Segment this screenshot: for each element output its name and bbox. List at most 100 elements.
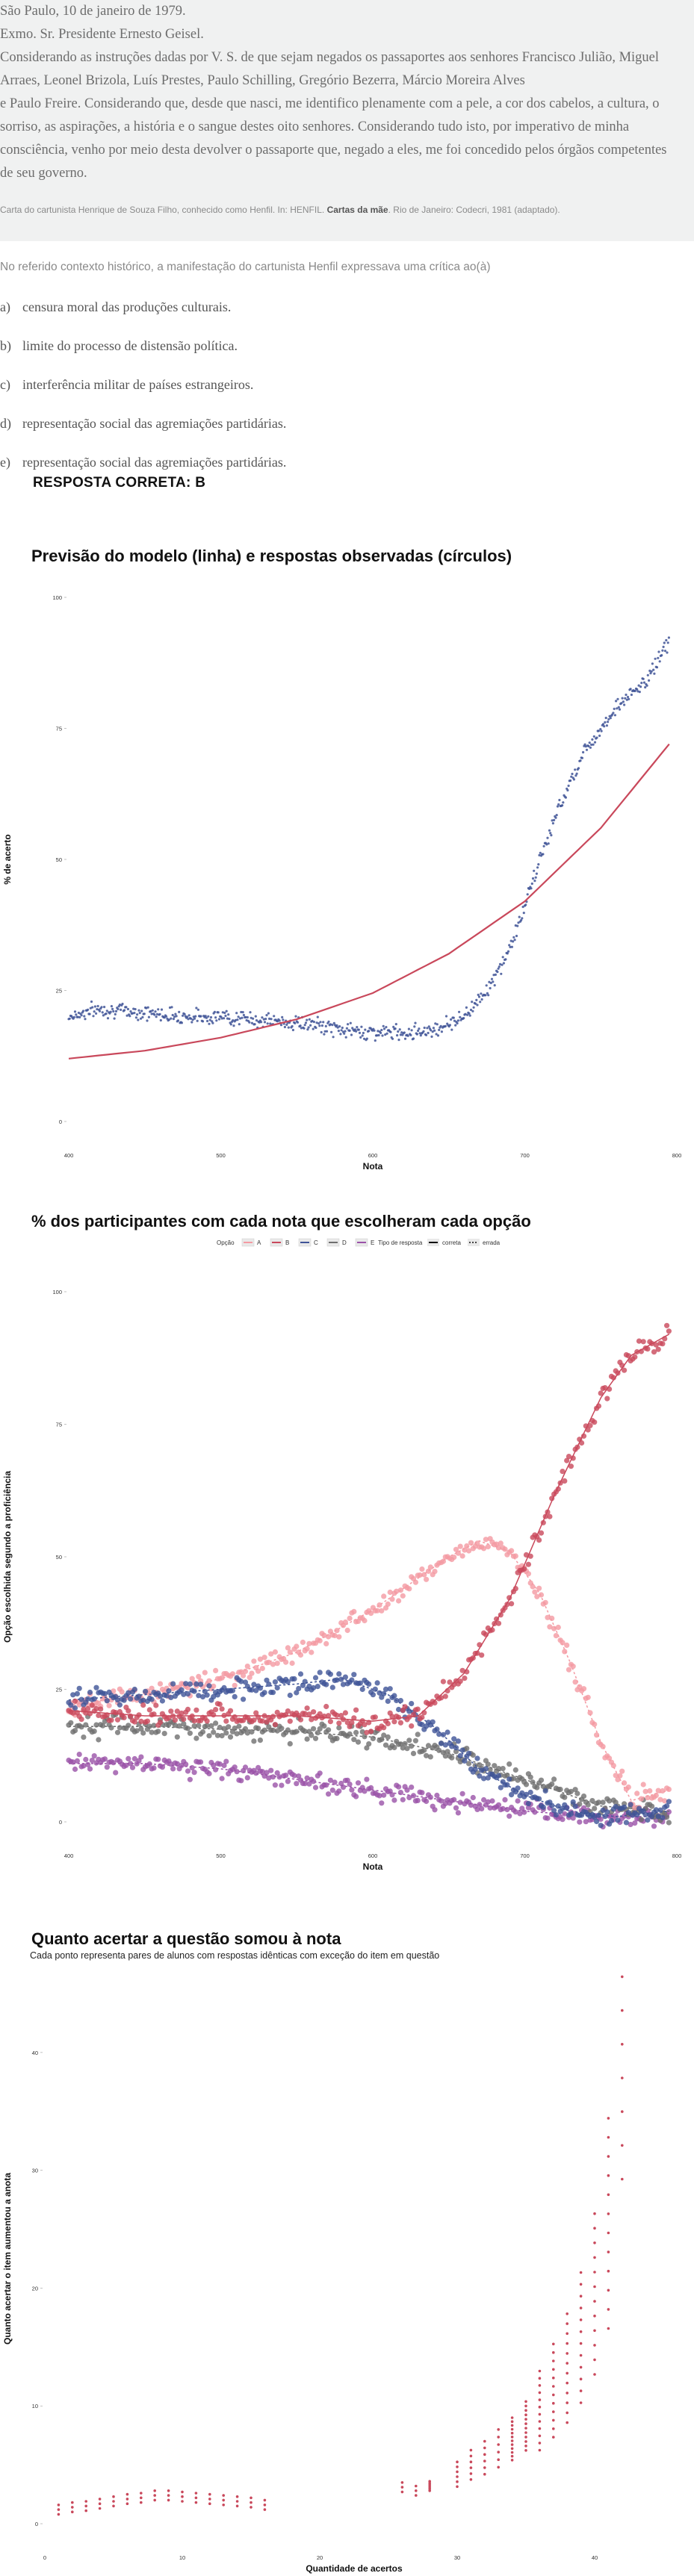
chart2-point-option-a (119, 1689, 125, 1695)
chart2-point-option-b (397, 1720, 404, 1726)
chart2-point-option-a (268, 1651, 274, 1657)
chart3-pair-point (579, 2353, 583, 2357)
chart2-point-option-b (270, 1714, 276, 1720)
chart1-observed-point (208, 1022, 211, 1025)
chart2-point-option-e (517, 1811, 523, 1817)
chart2-point-option-c (329, 1684, 335, 1690)
chart1-observed-point (322, 1021, 325, 1024)
chart2-point-option-d (424, 1752, 430, 1758)
chart1-observed-point (489, 981, 492, 985)
chart2-point-option-e (512, 1809, 518, 1815)
chart1-observed-point (376, 1034, 379, 1037)
chart1-observed-point (332, 1021, 335, 1024)
chart3-pair-point (181, 2500, 184, 2503)
chart2-point-option-a (244, 1664, 250, 1670)
chart2-point-option-a (509, 1548, 515, 1554)
chart2-point-option-a (580, 1686, 587, 1692)
chart1-observed-point (132, 1007, 135, 1010)
chart2-point-option-c (238, 1679, 244, 1684)
chart1-observed-point (476, 1004, 479, 1007)
chart2-point-option-a (213, 1667, 219, 1673)
chart2-legend-label: A (257, 1239, 261, 1246)
chart2-point-option-c (351, 1672, 357, 1678)
chart1-observed-point (646, 673, 649, 676)
answer-option-text: representação social das agremiações par… (22, 416, 287, 431)
chart1-observed-point (353, 1028, 356, 1031)
chart1-observed-point (389, 1030, 392, 1033)
chart2-legend-label: C (314, 1239, 318, 1246)
chart3-pair-point (566, 2312, 568, 2315)
chart1-observed-point (458, 1010, 461, 1013)
chart1-observed-point (642, 681, 646, 684)
chart1-observed-point (283, 1025, 286, 1029)
chart1-observed-point (307, 1026, 310, 1029)
chart1-observed-point (427, 1031, 430, 1035)
chart2-point-option-c (568, 1811, 574, 1817)
chart2-point-option-c (504, 1782, 510, 1788)
chart1-observed-point (636, 690, 639, 693)
chart1-observed-point (250, 1021, 253, 1024)
chart2-point-option-b (326, 1713, 332, 1719)
chart2-point-option-b (666, 1328, 672, 1334)
chart2-point-option-c (323, 1681, 329, 1687)
chart2-point-option-d (585, 1802, 591, 1808)
chart1-observed-point (625, 693, 628, 697)
chart2-point-option-a (655, 1788, 661, 1793)
chart1-observed-point (526, 893, 529, 896)
chart1-observed-point (662, 645, 665, 648)
chart2-point-option-e (76, 1752, 82, 1758)
letter-line: São Paulo, 10 de janeiro de 1979. (0, 4, 186, 19)
chart2-point-option-a (351, 1608, 357, 1614)
chart2-point-option-d (410, 1750, 417, 1756)
chart1-observed-point (477, 993, 480, 996)
chart1-observed-point (598, 734, 601, 737)
chart2-legend-label: B (285, 1239, 289, 1246)
letter-line: Arraes, Leonel Brizola, Luís Prestes, Pa… (0, 73, 525, 88)
chart2-point-option-a (545, 1614, 551, 1620)
chart2-x-axis-label: Nota (363, 1861, 383, 1872)
chart2-point-option-d (304, 1736, 310, 1742)
chart3-pair-point (621, 2043, 624, 2046)
chart3-pair-point (263, 2508, 267, 2511)
chart2-point-option-a (332, 1632, 338, 1639)
chart2-point-option-d (592, 1805, 598, 1811)
chart3-pair-point (98, 2507, 102, 2510)
chart1-observed-point (296, 1021, 300, 1024)
chart1-observed-point (462, 1017, 465, 1020)
chart2-point-option-e (332, 1779, 338, 1785)
chart2-point-option-e (344, 1777, 350, 1783)
chart3-pair-point (57, 2504, 61, 2507)
chart2-point-option-d (311, 1726, 317, 1732)
chart2-point-option-c (474, 1755, 480, 1761)
chart2-point-option-a (560, 1640, 566, 1646)
chart1-observed-point (329, 1023, 332, 1026)
chart2-point-option-b (604, 1396, 610, 1401)
chart2-point-option-d (379, 1736, 385, 1743)
chart1-observed-point (584, 745, 587, 748)
chart1-observed-point (431, 1030, 434, 1033)
chart1-observed-point (385, 1032, 388, 1035)
chart2-point-option-e (349, 1787, 355, 1793)
chart2-point-option-d (510, 1776, 517, 1782)
chart1-observed-point (468, 1014, 471, 1017)
chart1-observed-point (151, 1009, 154, 1012)
chart1-observed-point (391, 1037, 394, 1040)
chart2-point-option-b (311, 1709, 317, 1715)
chart3-y-tick-label: 20 (32, 2285, 38, 2292)
chart2-point-option-a (551, 1625, 557, 1631)
chart3-pair-point (524, 2422, 527, 2425)
chart1-observed-point (368, 1030, 371, 1033)
chart2-point-option-c (312, 1675, 319, 1681)
chart2-point-option-a (592, 1721, 598, 1727)
chart2-point-option-e (279, 1782, 285, 1788)
chart3-pair-point (593, 2373, 596, 2376)
chart3-pair-point (98, 2498, 102, 2501)
chart2-point-option-a (283, 1659, 289, 1665)
chart3-pair-point (415, 2484, 418, 2488)
chart2-point-option-b (121, 1714, 127, 1720)
chart1-observed-point (545, 843, 548, 846)
chart1-observed-point (208, 1018, 211, 1021)
chart1-observed-point (377, 1030, 379, 1033)
chart1-observed-point (168, 1006, 172, 1009)
chart2-y-axis-label: Opção escolhida segundo a proficiência (2, 1471, 13, 1643)
